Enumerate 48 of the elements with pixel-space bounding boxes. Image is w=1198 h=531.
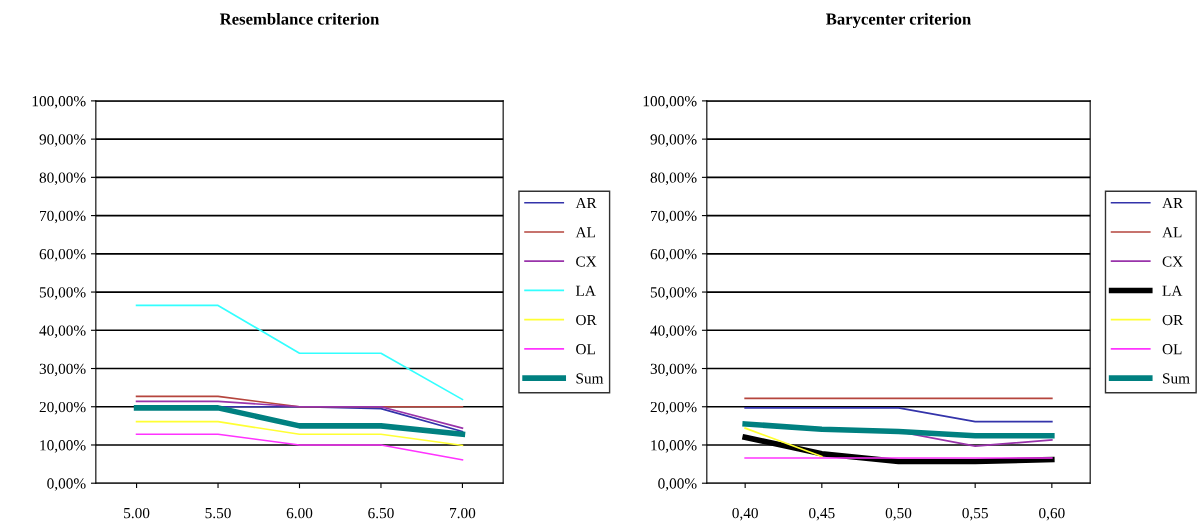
legend-label: AL — [1162, 227, 1182, 238]
x-tick-label: 6.00 — [286, 507, 313, 519]
y-tick-label: 80,00% — [650, 172, 697, 185]
y-tick-label: 100,00% — [643, 96, 697, 109]
x-tick-label: 5.00 — [124, 507, 150, 519]
x-tick-label: 0,45 — [809, 507, 835, 521]
legend-label: Sum — [576, 373, 604, 384]
legend-label: LA — [1162, 285, 1183, 296]
y-tick-label: 90,00% — [650, 134, 697, 147]
y-tick-label: 0,00% — [658, 478, 697, 491]
legend-label: CX — [576, 256, 597, 267]
y-tick-label: 90,00% — [39, 134, 86, 147]
y-tick-label: 30,00% — [39, 363, 86, 377]
y-tick-label: 10,00% — [651, 440, 697, 453]
legend-label: AR — [1162, 198, 1184, 209]
x-tick-label: 5.50 — [205, 507, 231, 519]
legend-label: LA — [575, 285, 596, 296]
legend-label: AL — [575, 227, 595, 238]
x-tick-label: 0,50 — [885, 507, 912, 521]
x-tick-label: 7.00 — [450, 507, 476, 519]
y-tick-label: 80,00% — [39, 172, 86, 185]
y-tick-label: 20,00% — [39, 401, 86, 415]
legend-label: OL — [1162, 344, 1182, 355]
y-tick-label: 30,00% — [650, 363, 697, 377]
y-tick-label: 20,00% — [650, 401, 697, 415]
legend-label: OR — [576, 314, 597, 326]
legend-label: OL — [576, 344, 595, 355]
chart-title: Barycenter criterion — [826, 12, 971, 29]
y-tick-label: 70,00% — [40, 210, 86, 224]
y-tick-label: 10,00% — [40, 440, 86, 453]
y-tick-label: 0,00% — [47, 478, 86, 491]
x-tick-label: 6.50 — [368, 507, 394, 519]
y-tick-label: 40,00% — [39, 325, 86, 338]
chart-title: Resemblance criterion — [219, 12, 380, 25]
y-tick-label: 70,00% — [651, 210, 697, 224]
x-tick-label: 0,60 — [1039, 507, 1065, 521]
y-tick-label: 50,00% — [650, 287, 697, 300]
legend-label: CX — [1162, 256, 1183, 267]
legend-label: OR — [1162, 314, 1184, 326]
y-tick-label: 50,00% — [39, 287, 86, 300]
legend-label: AR — [575, 198, 597, 209]
y-tick-label: 40,00% — [650, 325, 697, 338]
y-tick-label: 100,00% — [32, 96, 86, 109]
y-tick-label: 60,00% — [39, 248, 86, 262]
y-tick-label: 60,00% — [650, 248, 697, 262]
legend-label: Sum — [1163, 373, 1190, 384]
x-tick-label: 0,55 — [962, 507, 988, 521]
x-tick-label: 0,40 — [732, 507, 758, 521]
